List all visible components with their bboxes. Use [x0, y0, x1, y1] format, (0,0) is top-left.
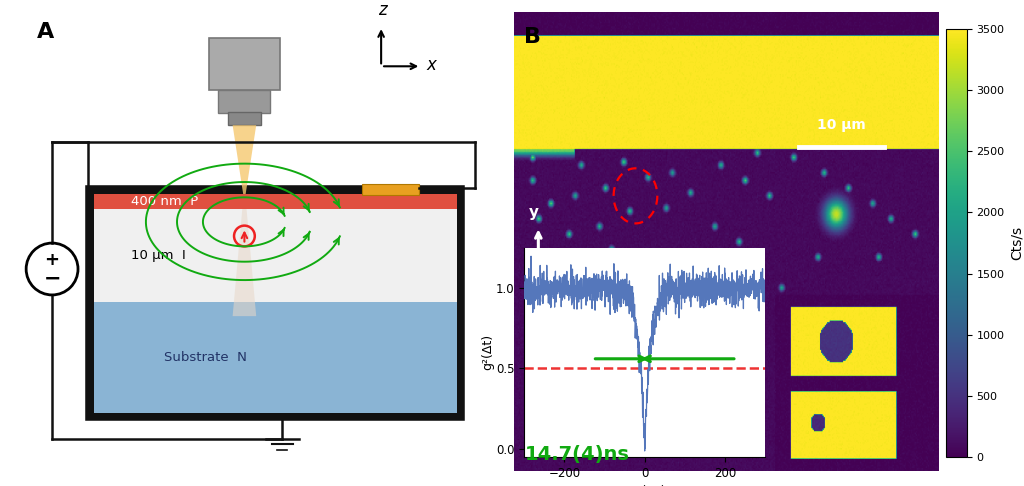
Text: +: +: [45, 251, 59, 269]
Bar: [209, 38, 280, 90]
Y-axis label: Cts/s: Cts/s: [1010, 226, 1024, 260]
Bar: [228, 112, 261, 125]
Polygon shape: [232, 196, 256, 316]
Text: 14.7(4)ns: 14.7(4)ns: [525, 445, 630, 464]
Bar: [218, 90, 270, 113]
Text: y: y: [528, 206, 539, 220]
Text: A: A: [37, 21, 54, 41]
Polygon shape: [232, 125, 256, 196]
Bar: [93, 193, 457, 208]
Text: −: −: [43, 268, 60, 288]
Bar: [93, 208, 457, 302]
X-axis label: Δt (ns): Δt (ns): [624, 485, 666, 486]
Text: 10 μm  I: 10 μm I: [131, 249, 186, 262]
Text: z: z: [378, 1, 386, 19]
Text: Substrate  N: Substrate N: [164, 351, 247, 364]
Bar: [93, 302, 457, 413]
Bar: [362, 184, 419, 194]
Bar: [88, 188, 462, 418]
Text: 400 nm  P: 400 nm P: [131, 194, 199, 208]
Text: 10 μm: 10 μm: [817, 118, 866, 132]
Y-axis label: g²(Δt): g²(Δt): [481, 334, 495, 370]
Text: B: B: [523, 28, 541, 48]
Text: x: x: [427, 56, 436, 74]
Text: X: X: [587, 276, 599, 291]
